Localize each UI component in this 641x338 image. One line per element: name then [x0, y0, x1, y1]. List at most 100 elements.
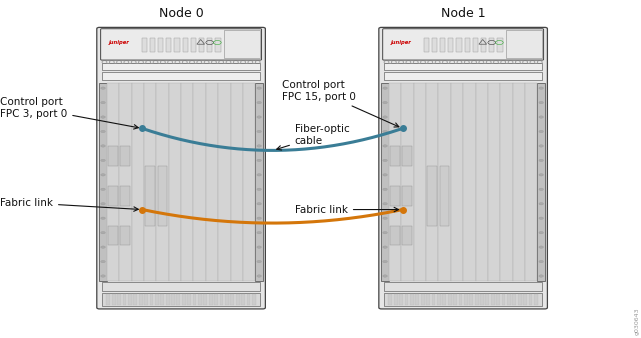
- Bar: [102, 283, 260, 291]
- Circle shape: [257, 145, 262, 147]
- Bar: [403, 226, 412, 245]
- Circle shape: [539, 174, 544, 176]
- Bar: [404, 293, 408, 306]
- Circle shape: [257, 130, 262, 133]
- Bar: [465, 38, 470, 52]
- Bar: [199, 38, 204, 52]
- Bar: [502, 293, 506, 306]
- Bar: [247, 293, 251, 306]
- Circle shape: [383, 145, 387, 147]
- Bar: [384, 292, 542, 307]
- Bar: [473, 38, 478, 52]
- Bar: [384, 283, 542, 291]
- Circle shape: [383, 246, 387, 248]
- Bar: [165, 293, 169, 306]
- Bar: [121, 226, 130, 245]
- Bar: [206, 83, 219, 281]
- Circle shape: [257, 87, 262, 89]
- Bar: [224, 30, 260, 58]
- Circle shape: [383, 275, 387, 277]
- Bar: [456, 38, 462, 52]
- FancyBboxPatch shape: [101, 29, 262, 60]
- Bar: [99, 83, 106, 281]
- Bar: [481, 38, 486, 52]
- Bar: [158, 166, 167, 226]
- Circle shape: [383, 202, 387, 205]
- Circle shape: [257, 275, 262, 277]
- Bar: [401, 83, 413, 281]
- Bar: [150, 38, 155, 52]
- Bar: [538, 83, 545, 281]
- Bar: [144, 293, 148, 306]
- Circle shape: [539, 101, 544, 104]
- Text: Control port
FPC 3, port 0: Control port FPC 3, port 0: [0, 97, 138, 129]
- FancyBboxPatch shape: [97, 27, 265, 309]
- Bar: [496, 293, 500, 306]
- Bar: [166, 38, 171, 52]
- Bar: [525, 83, 538, 281]
- Bar: [231, 83, 243, 281]
- Bar: [128, 293, 132, 306]
- Bar: [108, 146, 118, 166]
- Bar: [534, 293, 538, 306]
- Circle shape: [257, 246, 262, 248]
- Circle shape: [257, 174, 262, 176]
- Circle shape: [101, 232, 105, 234]
- Text: g030643: g030643: [635, 307, 640, 335]
- Bar: [403, 146, 412, 166]
- Bar: [513, 83, 525, 281]
- Bar: [215, 38, 221, 52]
- Bar: [145, 166, 155, 226]
- Bar: [399, 293, 403, 306]
- Bar: [160, 293, 164, 306]
- Text: juniper: juniper: [390, 40, 412, 45]
- Circle shape: [539, 217, 544, 219]
- Bar: [191, 38, 196, 52]
- Bar: [480, 293, 484, 306]
- Bar: [133, 293, 137, 306]
- Bar: [236, 293, 240, 306]
- Bar: [529, 293, 533, 306]
- Bar: [440, 166, 449, 226]
- Circle shape: [101, 159, 105, 162]
- Bar: [194, 83, 206, 281]
- Bar: [121, 186, 130, 206]
- Bar: [388, 293, 392, 306]
- Bar: [413, 83, 426, 281]
- Bar: [209, 293, 213, 306]
- Bar: [198, 293, 202, 306]
- Bar: [117, 293, 121, 306]
- Bar: [187, 293, 191, 306]
- Bar: [438, 83, 451, 281]
- Circle shape: [539, 145, 544, 147]
- Bar: [523, 293, 527, 306]
- Bar: [415, 293, 419, 306]
- Text: Node 0: Node 0: [159, 7, 203, 20]
- Circle shape: [539, 159, 544, 162]
- Bar: [403, 186, 412, 206]
- Circle shape: [101, 275, 105, 277]
- Circle shape: [101, 116, 105, 118]
- Bar: [431, 293, 435, 306]
- Bar: [476, 83, 488, 281]
- Bar: [420, 293, 424, 306]
- FancyBboxPatch shape: [379, 27, 547, 309]
- Text: Fabric link: Fabric link: [0, 198, 138, 211]
- Bar: [122, 293, 126, 306]
- Circle shape: [257, 202, 262, 205]
- Circle shape: [539, 87, 544, 89]
- Circle shape: [101, 202, 105, 205]
- Bar: [142, 38, 147, 52]
- Bar: [219, 83, 231, 281]
- Bar: [485, 293, 489, 306]
- Bar: [489, 38, 494, 52]
- Circle shape: [101, 145, 105, 147]
- Bar: [432, 38, 437, 52]
- Bar: [182, 293, 186, 306]
- Bar: [410, 293, 414, 306]
- Circle shape: [257, 159, 262, 162]
- Bar: [497, 38, 503, 52]
- Bar: [183, 38, 188, 52]
- Circle shape: [257, 260, 262, 263]
- Bar: [138, 293, 142, 306]
